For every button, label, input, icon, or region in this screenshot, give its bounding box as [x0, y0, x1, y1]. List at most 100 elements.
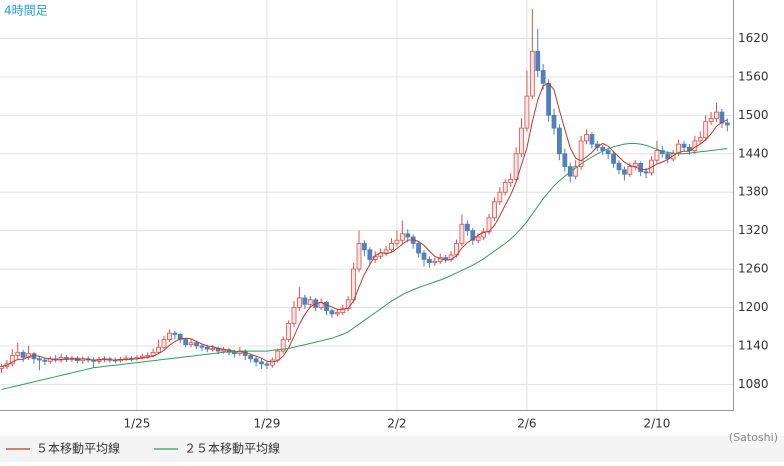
candle-body [324, 301, 329, 312]
candle-body [654, 150, 660, 161]
candle-body [26, 353, 31, 358]
candle-body [481, 231, 486, 238]
candle-body [329, 310, 335, 315]
candle-body [692, 140, 698, 151]
candle-body [459, 223, 465, 244]
y-tick-label: 1500 [738, 108, 769, 122]
y-tick-label: 1140 [738, 338, 769, 352]
candle-body [269, 359, 275, 366]
candle-body [307, 299, 313, 305]
candle-body [665, 153, 671, 160]
candle-body [367, 249, 373, 260]
candle-body [616, 162, 622, 171]
candle-body [259, 361, 264, 365]
candle-body [383, 249, 389, 254]
candle-body [37, 358, 42, 361]
candle-body [687, 146, 692, 151]
y-tick-label: 1200 [738, 300, 769, 314]
candle-body [275, 350, 281, 361]
candle-body [248, 355, 254, 360]
candle-body [139, 355, 145, 358]
x-tick-label: 2/6 [517, 417, 536, 431]
candle-body [513, 153, 519, 180]
candle-body [697, 137, 703, 142]
candle-body [519, 127, 524, 155]
candle-body [345, 299, 351, 310]
candle-body [464, 223, 470, 232]
candle-body [714, 111, 719, 119]
candle-body [378, 252, 384, 257]
y-tick-label: 1560 [738, 69, 769, 83]
x-tick-label: 1/25 [123, 417, 150, 431]
y-tick-label: 1620 [738, 31, 769, 45]
candle-body [529, 50, 535, 97]
candle-body [0, 366, 4, 369]
candle-body [183, 339, 189, 346]
candle-body [611, 153, 616, 164]
candle-body [161, 339, 167, 348]
candle-body [681, 143, 687, 148]
candle-body [492, 201, 497, 219]
candle-body [145, 355, 151, 357]
candle-body [20, 351, 26, 358]
legend-area [0, 436, 784, 462]
candle-body [221, 349, 226, 352]
x-tick-label: 2/10 [643, 417, 670, 431]
candle-body [351, 268, 356, 301]
candle-body [297, 297, 302, 308]
candle-body [399, 233, 405, 241]
candle-body [405, 233, 411, 238]
candle-body [156, 346, 161, 353]
candle-body [356, 243, 362, 270]
candle-body [627, 166, 633, 175]
candle-body [167, 332, 172, 340]
y-tick-label: 1260 [738, 262, 769, 276]
candle-body [394, 239, 400, 244]
moving-average-line [1, 143, 728, 390]
candle-body [172, 332, 178, 335]
candle-body [432, 260, 438, 264]
legend-label: ２５本移動平均線 [184, 441, 280, 456]
candle-body [362, 243, 367, 251]
candle-body [9, 355, 15, 365]
candle-body [724, 122, 730, 126]
candle-body [703, 121, 709, 139]
candle-body [546, 82, 551, 116]
candle-body [302, 297, 308, 305]
legend-label: ５本移動平均線 [36, 441, 120, 456]
candle-body [427, 259, 432, 264]
candle-body [643, 171, 649, 174]
candle-body [150, 351, 156, 356]
candle-body [497, 191, 503, 203]
moving-average-line [1, 82, 728, 367]
y-tick-label: 1440 [738, 146, 769, 160]
candle-body [15, 351, 21, 356]
candle-body [622, 169, 627, 175]
candle-body [584, 134, 589, 142]
candle-body [188, 342, 194, 346]
credit: (Satoshi) [729, 431, 778, 444]
candle-body [632, 162, 638, 167]
candle-body [264, 363, 270, 366]
candle-body [204, 346, 210, 350]
candle-body [232, 351, 237, 355]
candle-body [280, 339, 286, 352]
x-tick-label: 1/29 [253, 417, 280, 431]
candle-body [578, 140, 584, 167]
candle-body [638, 162, 644, 173]
candle-body [42, 359, 48, 362]
y-tick-label: 1080 [738, 377, 769, 391]
candle-body [340, 308, 346, 314]
x-tick-label: 2/2 [387, 417, 406, 431]
candle-body [389, 243, 394, 251]
candle-body [177, 334, 183, 340]
candle-body [605, 150, 611, 155]
grid [0, 0, 733, 410]
candle-body [291, 307, 297, 324]
candle-body [508, 178, 514, 183]
candle-body [421, 252, 427, 260]
candle-body [708, 118, 714, 123]
candle-body [502, 182, 508, 193]
candle-body [535, 50, 541, 71]
candle-body [719, 111, 725, 124]
